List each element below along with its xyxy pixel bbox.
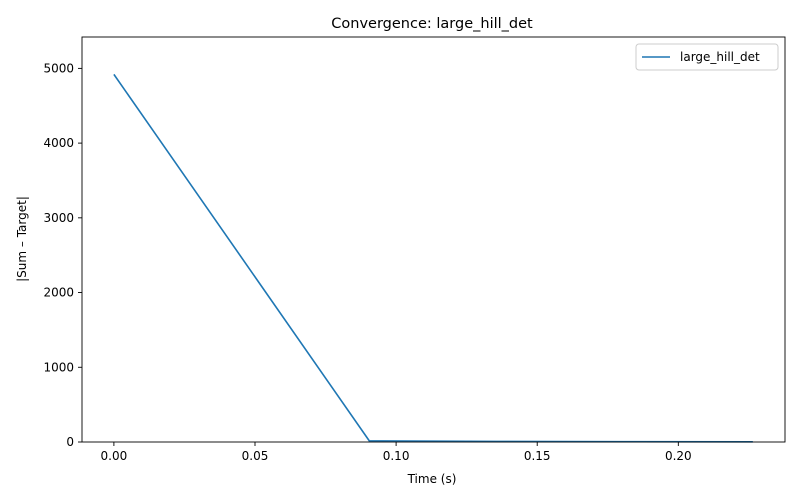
x-tick-label: 0.00: [101, 449, 128, 463]
chart-title: Convergence: large_hill_det: [331, 16, 533, 32]
x-tick-label: 0.15: [524, 449, 551, 463]
x-axis-label: Time (s): [407, 472, 457, 486]
y-tick-label: 3000: [43, 211, 74, 225]
x-tick-label: 0.05: [242, 449, 269, 463]
plot-area: [81, 36, 786, 443]
y-tick-label: 5000: [43, 61, 74, 75]
plot-frame: [81, 36, 786, 443]
x-tick-label: 0.20: [665, 449, 692, 463]
y-axis-label: |Sum – Target|: [15, 196, 29, 282]
x-tick-label: 0.10: [383, 449, 410, 463]
series-line-0: [113, 73, 753, 443]
legend-label: large_hill_det: [680, 50, 760, 64]
y-tick-label: 4000: [43, 136, 74, 150]
legend-box: [635, 43, 779, 71]
y-tick-label: 2000: [43, 286, 74, 300]
y-tick-label: 1000: [43, 360, 74, 374]
y-tick-label: 0: [66, 435, 74, 449]
x-axis: 0.00 0.05 0.10 0.15 0.20: [101, 442, 692, 463]
y-axis: 0 1000 2000 3000 4000 5000: [43, 61, 82, 449]
legend: large_hill_det: [635, 43, 779, 71]
